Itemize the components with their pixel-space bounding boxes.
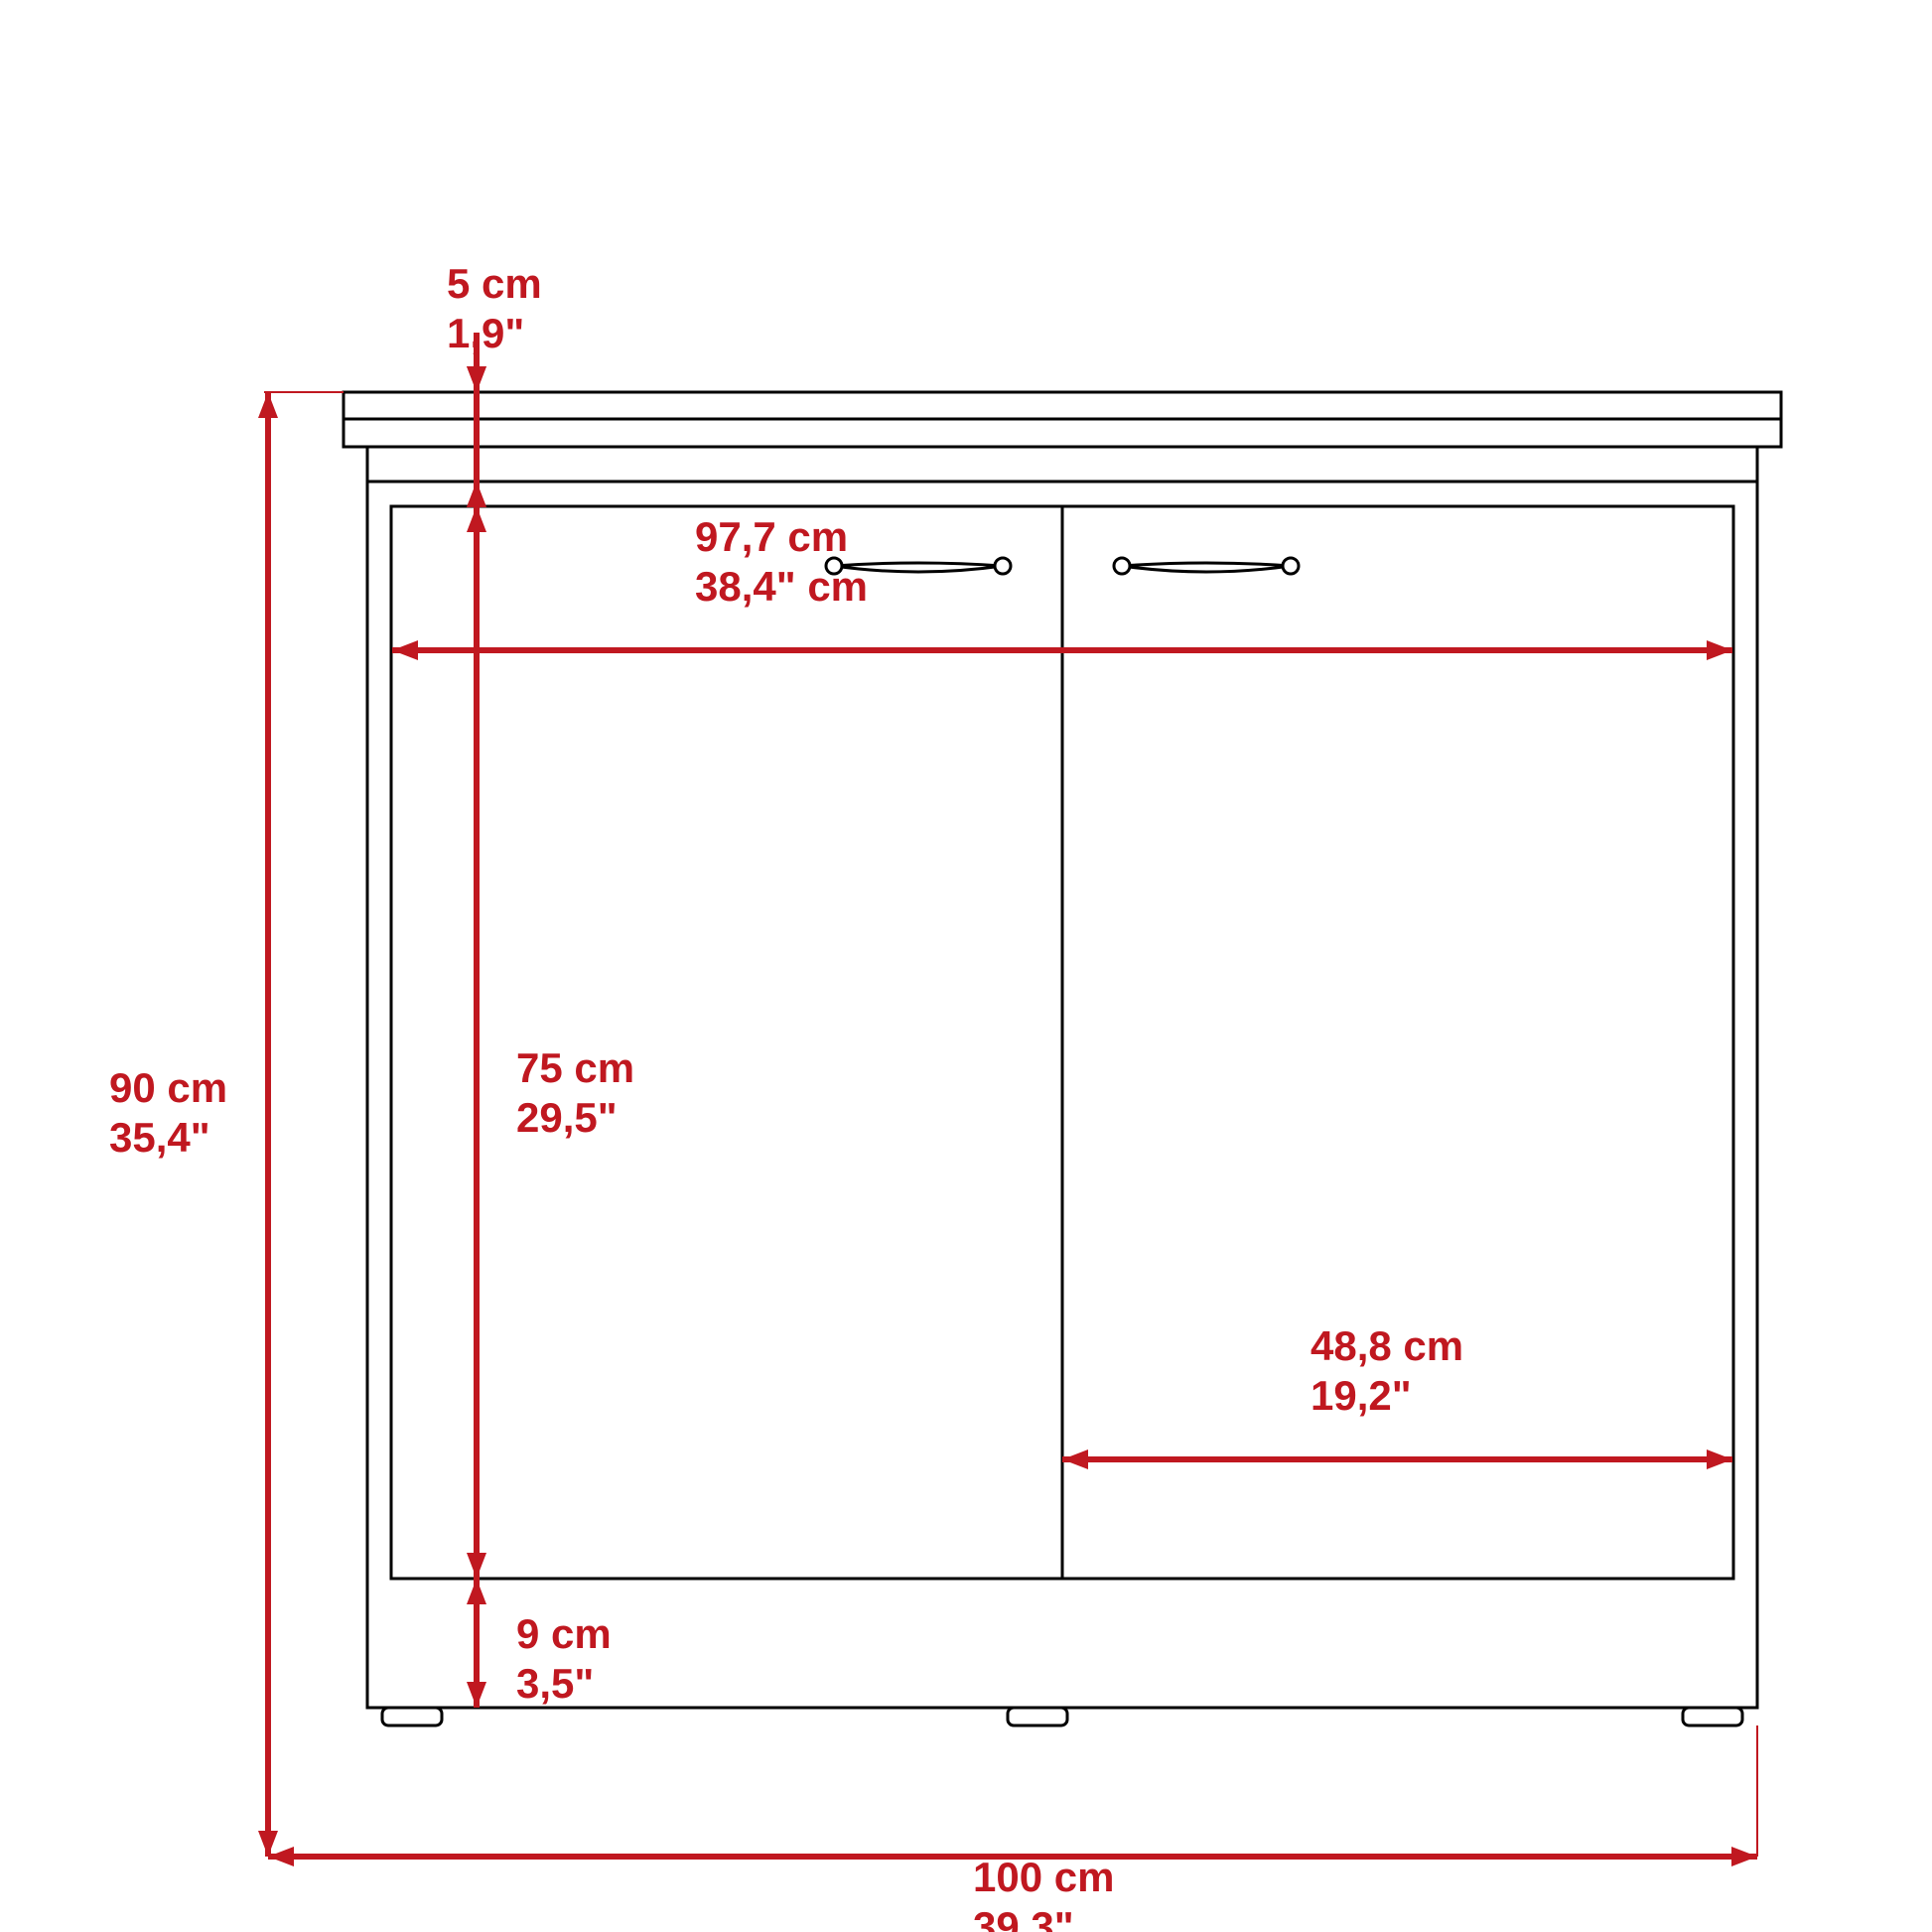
dim-door-h-label: 75 cm29,5" [516, 1044, 634, 1141]
dim-overall-h-label: 90 cm35,4" [109, 1064, 227, 1161]
dim-top-label: 5 cm1,9" [447, 260, 542, 356]
handle-right [1114, 558, 1299, 574]
foot-2 [1683, 1708, 1742, 1725]
foot-1 [1008, 1708, 1067, 1725]
foot-0 [382, 1708, 442, 1725]
dim-overall-w-label: 100 cm39,3" [973, 1854, 1114, 1932]
dim-door-w-label: 48,8 cm19,2" [1311, 1322, 1463, 1419]
dim-base-h-label: 9 cm3,5" [516, 1610, 612, 1707]
